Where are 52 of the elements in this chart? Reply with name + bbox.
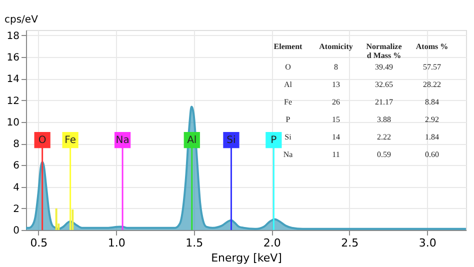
annotation: 3.88 [377,115,391,124]
y-axis-title: cps/eV [4,14,38,26]
y-tick-label: 12 [6,96,20,107]
y-tick-label: 18 [6,30,20,42]
ref-line-label: P [270,135,277,146]
annotation: 26 [332,98,340,106]
annotation: 2.22 [377,132,391,142]
annotation: 8 [334,62,338,72]
annotation: 13 [332,80,340,89]
y-tick-label: 0 [13,226,20,236]
ref-line-label: Fe [64,135,76,146]
ref-line-label: O [38,135,46,146]
y-tick-label: 4 [13,182,20,194]
y-tick-label: 8 [13,139,20,150]
annotation: 57.57 [423,62,441,72]
annotation: 0.59 [377,150,391,159]
x-axis-title: Energy [keV] [211,252,282,264]
x-tick-label: 1.0 [108,236,126,250]
y-tick-label: 2 [13,204,20,215]
annotation: Na [283,150,294,159]
annotation: 8.84 [425,98,439,106]
annotation: Fe [284,98,292,106]
annotation: Atoms % [416,42,448,51]
annotation: P [286,115,291,124]
y-tick-label: 16 [6,52,20,64]
x-tick-label: 1.5 [186,236,204,250]
y-tick-label: 10 [6,117,20,128]
annotation: 1.84 [425,132,439,142]
annotation: Normalize d Mass % [366,42,402,60]
annotation: Element [274,42,303,51]
x-tick-label: 3.0 [418,236,436,250]
annotation: 39.49 [375,62,393,72]
y-tick-label: 14 [6,74,20,86]
annotation: 0.60 [425,150,439,159]
annotation: 11 [332,150,340,159]
annotation: 28.22 [423,80,441,89]
x-tick-label: 2.0 [263,236,281,250]
x-tick-label: 2.5 [341,236,359,250]
annotation: 2.92 [425,115,439,124]
x-tick-label: 0.5 [30,236,48,250]
annotation: Atomicity [319,42,353,51]
annotation: O [285,62,292,72]
annotation: Al [284,80,293,89]
y-tick-label: 6 [13,160,20,172]
ref-line-label: Si [226,135,236,146]
annotation: 32.65 [375,80,393,89]
ref-line-label: Na [116,135,130,146]
annotation: 15 [332,115,340,124]
annotation: 14 [332,132,340,142]
ref-line-label: Al [187,135,197,146]
annotation: 21.17 [375,98,393,106]
annotation: Si [284,132,292,142]
